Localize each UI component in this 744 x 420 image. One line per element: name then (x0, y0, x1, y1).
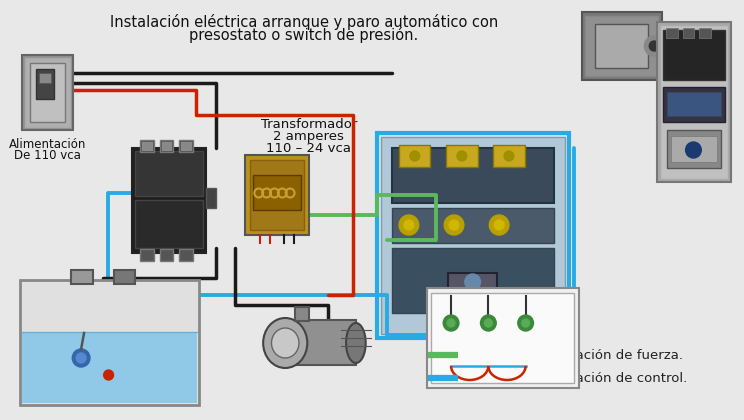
Circle shape (457, 151, 466, 161)
Bar (22, 55, 73, 130)
Circle shape (685, 142, 702, 158)
Text: Transformador: Transformador (260, 118, 357, 131)
Circle shape (447, 319, 455, 327)
Bar (663, 87, 725, 122)
Circle shape (650, 41, 659, 51)
Bar (22, 332, 197, 403)
Circle shape (494, 220, 504, 230)
Circle shape (484, 319, 493, 327)
Bar (182, 142, 191, 150)
Bar (392, 208, 554, 243)
Circle shape (449, 220, 459, 230)
Circle shape (404, 220, 414, 230)
Bar (160, 249, 173, 261)
Bar (140, 249, 154, 261)
Bar (25, 58, 71, 127)
Text: Línea de alimentación de control.: Línea de alimentación de control. (464, 372, 687, 384)
Bar (595, 24, 648, 68)
Bar (206, 188, 216, 208)
Bar (30, 63, 65, 122)
Text: 110 – 24 vca: 110 – 24 vca (266, 142, 351, 155)
Circle shape (76, 353, 86, 363)
Bar (377, 133, 569, 338)
Circle shape (518, 315, 533, 331)
Text: Línea de alimentación de fuerza.: Línea de alimentación de fuerza. (464, 349, 683, 362)
Bar (699, 28, 711, 38)
Circle shape (465, 274, 481, 290)
Bar (392, 148, 554, 203)
Bar (657, 22, 731, 182)
Circle shape (522, 319, 530, 327)
Bar (667, 92, 721, 116)
Text: 2 amperes: 2 amperes (273, 130, 344, 143)
Bar (382, 137, 565, 334)
Bar (448, 273, 497, 291)
Text: De 110 vca: De 110 vca (14, 149, 81, 162)
Bar (245, 155, 309, 235)
Ellipse shape (263, 318, 307, 368)
Text: Alimentación: Alimentación (9, 138, 86, 151)
Circle shape (490, 215, 509, 235)
Bar (683, 28, 694, 38)
Circle shape (443, 315, 459, 331)
Circle shape (410, 151, 420, 161)
Bar (660, 25, 728, 179)
Bar (250, 160, 304, 230)
Text: presostato o switch de presión.: presostato o switch de presión. (189, 27, 418, 43)
Text: Instalación eléctrica arranque y paro automático con: Instalación eléctrica arranque y paro au… (110, 14, 498, 30)
Circle shape (399, 215, 419, 235)
Bar (582, 12, 662, 80)
Bar (135, 200, 203, 248)
Bar (278, 320, 356, 365)
Bar (392, 248, 554, 313)
Bar (295, 307, 309, 321)
Bar (446, 145, 478, 167)
Bar (132, 148, 206, 253)
Bar (142, 142, 152, 150)
Bar (667, 130, 721, 168)
Bar (39, 73, 51, 83)
Circle shape (103, 370, 114, 380)
Bar (663, 30, 725, 80)
Ellipse shape (272, 328, 299, 358)
Bar (161, 142, 171, 150)
Bar (179, 140, 193, 152)
Bar (140, 140, 154, 152)
Bar (399, 145, 431, 167)
Circle shape (644, 36, 664, 56)
Circle shape (72, 349, 90, 367)
Ellipse shape (346, 323, 366, 363)
Bar (426, 288, 579, 388)
Circle shape (481, 315, 496, 331)
Bar (493, 145, 525, 167)
Bar (71, 270, 93, 284)
Bar (114, 270, 135, 284)
Bar (36, 69, 54, 99)
Bar (253, 175, 301, 210)
Circle shape (444, 215, 464, 235)
Bar (671, 136, 717, 162)
Circle shape (504, 151, 514, 161)
Bar (666, 28, 678, 38)
Bar (20, 280, 199, 405)
Bar (160, 140, 173, 152)
Bar (135, 151, 203, 196)
Bar (586, 16, 658, 76)
Bar (432, 293, 574, 383)
Bar (179, 249, 193, 261)
